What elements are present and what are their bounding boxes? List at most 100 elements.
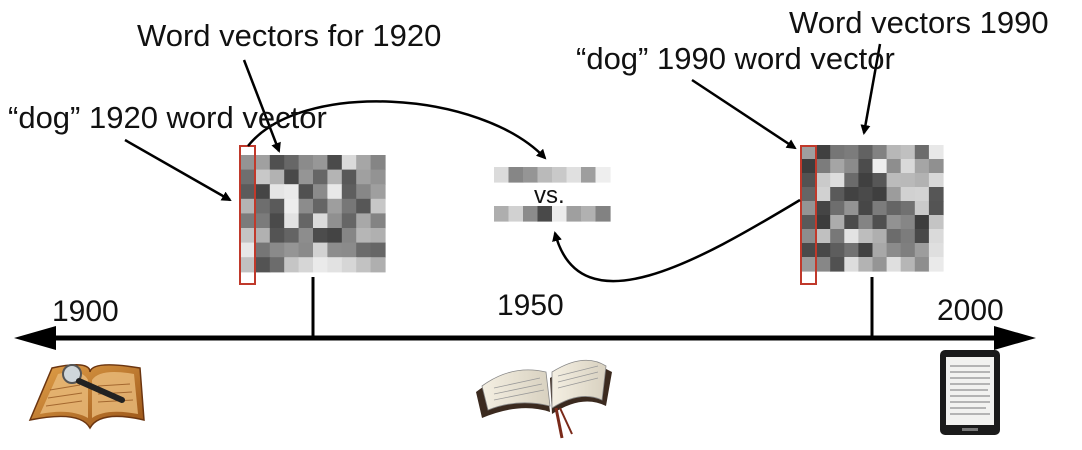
matrix-cell [900, 257, 916, 272]
matrix-cell [928, 257, 944, 272]
matrix-cell [816, 257, 831, 272]
matrix-cell [241, 155, 256, 171]
dog-1990-pointer-arrow [691, 78, 797, 150]
matrix-cell [914, 173, 930, 188]
matrix-cell [844, 243, 859, 258]
matrix-cell [900, 159, 916, 174]
matrix-cell [914, 159, 930, 174]
matrix-cell [269, 257, 285, 273]
vector-cell [494, 167, 510, 183]
matrix-cell [802, 159, 817, 174]
matrix-cell [886, 173, 902, 188]
matrix-cell [830, 257, 845, 272]
vector-cell [581, 206, 597, 222]
year-1950-label: 1950 [497, 289, 564, 322]
vector-cell [537, 167, 553, 183]
matrix-cell [928, 243, 944, 258]
matrix-cell [886, 159, 902, 174]
matrix-cell [284, 213, 300, 229]
matrix-cell [914, 201, 930, 216]
matrix-cell [858, 229, 874, 244]
matrix-cell [341, 198, 357, 214]
matrix-cell [327, 184, 343, 200]
matrix-cell [284, 228, 300, 244]
matrix-cell [900, 215, 916, 230]
matrix-cell [872, 201, 888, 216]
vector-cell [508, 167, 524, 183]
matrix-cell [298, 213, 314, 229]
vector-cell [508, 206, 524, 222]
matrix-cell [872, 229, 888, 244]
matrix-cell [313, 184, 328, 200]
matrix-cell [327, 242, 343, 258]
matrix-cell [802, 201, 817, 216]
vs-label: vs. [534, 182, 565, 209]
matrix-cell [816, 201, 831, 216]
matrix-cell [356, 155, 372, 171]
matrix-cell [928, 201, 944, 216]
matrix-cell [858, 215, 874, 230]
year-1900-label: 1900 [52, 295, 119, 328]
matrix-cell [313, 155, 328, 171]
matrix-cell [900, 145, 916, 160]
matrix-cell [872, 159, 888, 174]
matrix-cell [816, 215, 831, 230]
curved-arrow-1990-to-comparison [552, 198, 801, 283]
dog-1990-column-highlight [800, 145, 817, 285]
matrix-cell [928, 173, 944, 188]
matrix-cell [370, 184, 386, 200]
matrix-cell [802, 187, 817, 202]
matrix-cell [298, 184, 314, 200]
timeline-right-arrowhead [994, 326, 1036, 350]
matrix-cell [802, 215, 817, 230]
matrix-cell [886, 187, 902, 202]
matrix-cell [269, 184, 285, 200]
matrix-cell [255, 228, 271, 244]
matrix-cell [327, 198, 343, 214]
matrix-cell [928, 229, 944, 244]
open-bible-icon [476, 359, 612, 439]
matrix-cell [802, 243, 817, 258]
matrix-cell [886, 243, 902, 258]
matrix-cell [802, 173, 817, 188]
matrix-cell [830, 243, 845, 258]
matrix-cell [341, 213, 357, 229]
matrix-cell [844, 229, 859, 244]
matrix-cell [241, 169, 256, 185]
matrix-cell [370, 257, 386, 273]
vector-cell [523, 167, 539, 183]
vector-cell [566, 206, 582, 222]
dog-vector-1920-comparison [494, 167, 611, 183]
matrix-cell [802, 257, 817, 272]
matrix-cell [872, 173, 888, 188]
word-vectors-1990-matrix [802, 145, 944, 272]
matrix-cell [284, 242, 300, 258]
matrix-cell [914, 229, 930, 244]
matrix-cell [886, 257, 902, 272]
matrix-cell [370, 228, 386, 244]
ereader-icon [940, 350, 1000, 435]
matrix-cell [370, 213, 386, 229]
matrix-cell [313, 169, 328, 185]
vector-cell [523, 206, 539, 222]
matrix-cell [284, 257, 300, 273]
matrix-cell [844, 215, 859, 230]
matrix-cell [844, 187, 859, 202]
matrix-cell [928, 187, 944, 202]
matrix-cell [356, 257, 372, 273]
matrix-cell [844, 257, 859, 272]
matrix-cell [844, 159, 859, 174]
word-vectors-1920-pointer-arrow [242, 59, 281, 153]
matrix-cell [900, 229, 916, 244]
matrix-cell [341, 169, 357, 185]
matrix-cell [370, 155, 386, 171]
matrix-cell [858, 201, 874, 216]
matrix-cell [858, 145, 874, 160]
matrix-cell [341, 184, 357, 200]
matrix-cell [298, 155, 314, 171]
matrix-cell [269, 198, 285, 214]
matrix-cell [928, 215, 944, 230]
matrix-cell [886, 215, 902, 230]
matrix-cell [356, 198, 372, 214]
